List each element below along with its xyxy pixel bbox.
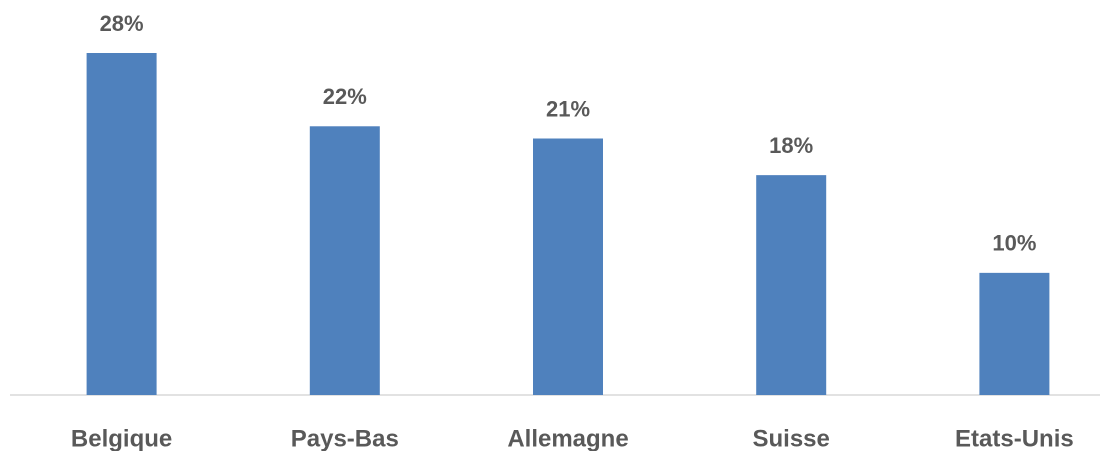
data-label: 28% <box>100 11 144 36</box>
bar <box>979 272 1050 395</box>
data-label: 18% <box>769 133 813 158</box>
data-label: 22% <box>323 84 367 109</box>
bar <box>86 53 157 395</box>
x-tick-label: Suisse <box>753 425 830 451</box>
x-tick-label: Pays-Bas <box>291 425 399 451</box>
data-label: 21% <box>546 96 590 121</box>
data-label: 10% <box>992 231 1036 256</box>
bar <box>533 138 603 395</box>
x-tick-label: Belgique <box>71 425 172 451</box>
bar <box>756 175 827 395</box>
bar <box>309 126 380 396</box>
x-tick-label: Allemagne <box>507 425 628 451</box>
x-tick-label: Etats-Unis <box>955 425 1074 451</box>
